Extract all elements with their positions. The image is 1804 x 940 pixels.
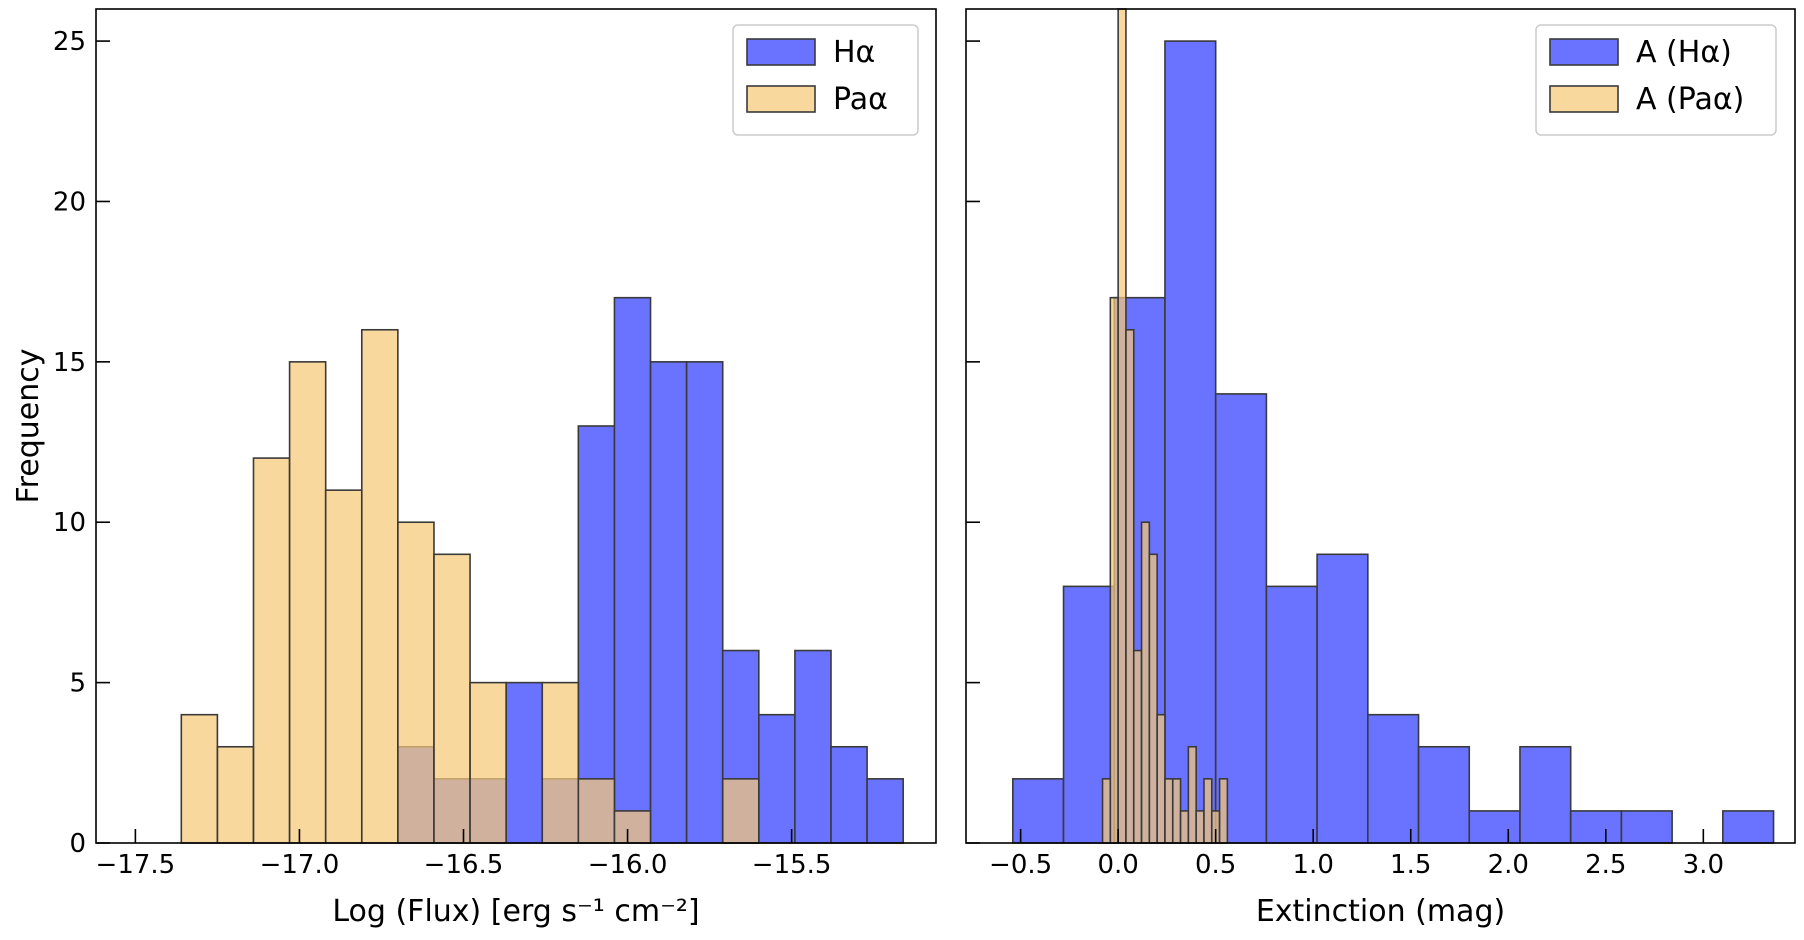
legend-entry-label: A (Hα)	[1636, 35, 1732, 70]
histogram-bar	[1218, 778, 1229, 844]
x-tick-label: 1.5	[1390, 850, 1431, 880]
legend-swatch	[746, 38, 816, 66]
x-tick-label: 0.0	[1097, 850, 1138, 880]
x-tick-label: 0.5	[1195, 850, 1236, 880]
histogram-bar	[1214, 393, 1268, 844]
x-tick-label: 2.5	[1585, 850, 1626, 880]
x-axis-label: Log (Flux) [erg s⁻¹ cm⁻²]	[332, 894, 699, 929]
histogram-bar	[866, 778, 904, 844]
legend: A (Hα) A (Paα)	[1535, 24, 1777, 136]
histogram-bar	[613, 810, 652, 844]
x-tick-label: 1.0	[1293, 850, 1334, 880]
x-tick-label: −16.0	[588, 850, 668, 880]
y-tick-label: 5	[69, 669, 86, 699]
histogram-bar	[1417, 745, 1471, 844]
histogram-bar	[1620, 810, 1673, 844]
y-tick-label: 15	[53, 348, 86, 378]
y-tick-label: 20	[53, 187, 86, 217]
histogram-bar	[649, 361, 688, 844]
histogram-bar	[1187, 745, 1197, 844]
x-tick-label: −16.5	[424, 850, 504, 880]
histogram-bar	[216, 745, 255, 844]
histogram-bar	[830, 745, 868, 844]
y-tick-label: 0	[69, 829, 86, 859]
histogram-bar	[1109, 296, 1119, 844]
x-tick-label: −17.0	[260, 850, 340, 880]
histogram-bar	[758, 713, 796, 844]
histogram-bar	[1125, 328, 1135, 844]
x-tick-label: −17.5	[96, 850, 176, 880]
histogram-bar	[1101, 778, 1112, 844]
legend-swatch	[1549, 85, 1619, 113]
legend-entry-label: Paα	[833, 82, 888, 117]
y-tick-label: 25	[53, 27, 86, 57]
plot-frame	[965, 8, 1796, 844]
histogram-bar	[541, 681, 580, 844]
histogram-bar	[1367, 713, 1420, 844]
x-axis-label: Extinction (mag)	[1256, 894, 1505, 929]
histogram-bar	[1722, 810, 1775, 844]
histogram-bar	[1265, 585, 1318, 844]
histogram-bar	[1164, 778, 1174, 844]
histogram-bar	[721, 778, 760, 844]
histogram-bar	[252, 457, 291, 844]
legend-entry-label: A (Paα)	[1636, 82, 1744, 117]
histogram-bar	[1148, 553, 1158, 844]
histogram-bar	[288, 361, 327, 844]
legend-entry-label: Hα	[833, 35, 875, 70]
histogram-bar	[1164, 40, 1217, 844]
histogram-bar	[397, 521, 435, 844]
histogram-bar	[577, 425, 616, 844]
histogram-bar	[1171, 778, 1182, 844]
x-tick-label: 3.0	[1683, 850, 1724, 880]
histogram-bar	[433, 553, 471, 844]
histogram-bar	[505, 681, 544, 844]
histogram-bar	[1519, 745, 1572, 844]
x-tick-label: 2.0	[1488, 850, 1529, 880]
legend: Hα Paα	[732, 24, 919, 136]
histogram-bar	[324, 489, 363, 844]
histogram-bar	[1203, 778, 1213, 844]
y-tick-label: 10	[53, 508, 86, 538]
histogram-bar	[469, 681, 507, 844]
legend-swatch	[746, 85, 816, 113]
histogram-bar	[1316, 553, 1369, 844]
histogram-bar	[1140, 521, 1151, 844]
plot-frame	[95, 8, 937, 844]
x-tick-label: −15.5	[752, 850, 832, 880]
histogram-bar	[1156, 713, 1166, 844]
histogram-bar	[1132, 649, 1143, 844]
histogram-bar	[1468, 810, 1521, 844]
x-tick-label: −0.5	[989, 850, 1052, 880]
histogram-bar	[1195, 810, 1205, 844]
histogram-bar	[180, 713, 219, 844]
histogram-bar	[794, 649, 832, 844]
histogram-bar	[1569, 810, 1623, 844]
flux-histogram-panel: 0 5 10 15 20 25 −17.5 −17.0 −16.5 −16.0 −15.5 Log (…	[11, 8, 937, 929]
histogram-bar	[1179, 810, 1190, 844]
y-axis-label: Frequency	[11, 349, 46, 504]
legend-swatch	[1549, 38, 1619, 66]
histogram-bar	[1117, 8, 1127, 844]
histogram-bar	[613, 296, 652, 844]
extinction-histogram-panel: −0.5 0.0 0.5 1.0 1.5 2.0 2.5 3.0 Extinction (mag…	[965, 8, 1796, 929]
histogram-bar	[577, 778, 616, 844]
histogram-bar	[685, 361, 724, 844]
series-second-bars	[180, 328, 760, 844]
histogram-bar	[360, 328, 399, 844]
